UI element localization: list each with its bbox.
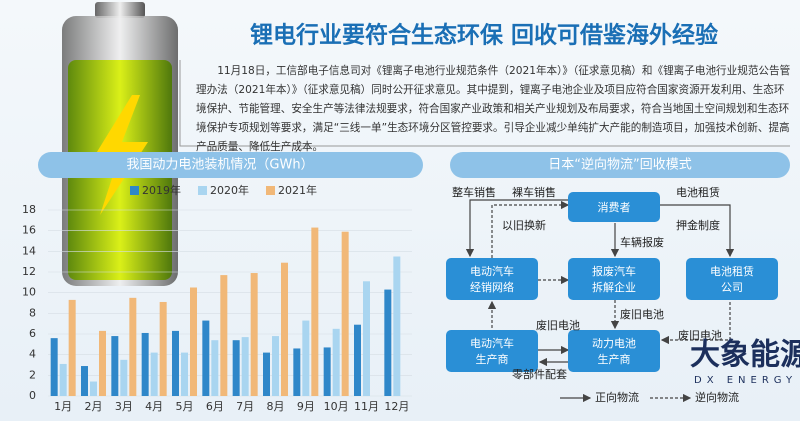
x-tick-label: 3月	[115, 400, 133, 413]
y-tick-label: 4	[29, 348, 36, 361]
bar	[129, 297, 137, 396]
bar	[363, 281, 370, 396]
edge-label: 裸车销售	[512, 185, 556, 199]
bar	[111, 336, 119, 396]
y-tick-label: 12	[22, 265, 36, 278]
y-tick-label: 14	[22, 244, 36, 257]
bar	[172, 330, 179, 396]
x-tick-label: 9月	[297, 400, 315, 413]
legend-label: 2019年	[142, 183, 181, 197]
x-tick-label: 7月	[236, 400, 254, 413]
node-label: 生产商	[476, 352, 509, 366]
node-label: 消费者	[598, 200, 631, 214]
node-label: 电动汽车	[470, 336, 514, 350]
x-tick-label: 4月	[145, 400, 163, 413]
bar	[281, 262, 288, 396]
chart-title: 我国动力电池装机情况（GWh）	[126, 158, 313, 173]
bar	[250, 273, 258, 396]
legend-swatch	[266, 186, 275, 195]
edge-label: 零部件配套	[512, 367, 567, 381]
x-tick-label: 1月	[54, 400, 72, 413]
node-label: 电池租赁	[710, 264, 754, 278]
y-tick-label: 0	[29, 389, 36, 402]
x-tick-label: 11月	[354, 400, 379, 413]
bar	[263, 352, 270, 396]
bar	[393, 256, 401, 396]
bar	[120, 359, 128, 396]
bar	[190, 287, 197, 396]
edge-label: 废旧电池	[536, 318, 580, 332]
edge-label: 押金制度	[676, 218, 720, 232]
node-label: 动力电池	[592, 337, 636, 350]
edge-label: 整车销售	[452, 185, 496, 199]
legend-swatch	[198, 186, 207, 195]
legend-label: 2020年	[210, 183, 249, 197]
bar	[202, 320, 210, 396]
bar	[354, 324, 361, 396]
node-label: 拆解企业	[592, 280, 636, 294]
bar	[50, 338, 58, 396]
bar	[323, 347, 331, 396]
header: 锂电行业要符合生态环保 回收可借鉴海外经验	[250, 22, 718, 49]
bar	[384, 289, 392, 396]
y-tick-label: 2	[29, 368, 36, 381]
y-tick-label: 18	[22, 203, 36, 216]
diagram-title: 日本“逆向物流”回收模式	[548, 157, 691, 173]
bar	[150, 352, 158, 396]
y-tick-label: 10	[22, 286, 36, 299]
logo-name: 大象能源	[690, 338, 800, 373]
edge-label: 以旧换新	[502, 218, 546, 232]
bar	[220, 275, 228, 396]
edge-label: 废旧电池	[678, 328, 722, 342]
bar	[99, 330, 106, 396]
bar	[159, 301, 167, 396]
bar	[232, 340, 240, 396]
bar	[311, 227, 319, 396]
bar	[59, 363, 67, 396]
bar	[302, 320, 310, 396]
bar	[81, 366, 88, 396]
node-label: 电动汽车	[470, 264, 514, 278]
legend-label: 逆向物流	[695, 390, 739, 404]
page-title: 锂电行业要符合生态环保 回收可借鉴海外经验	[250, 22, 718, 49]
bar	[211, 340, 219, 396]
legend-label: 正向物流	[595, 390, 639, 404]
edge-label: 电池租赁	[676, 185, 720, 199]
diagram: 日本“逆向物流”回收模式 消费者 电动汽车 经销网络 报废汽车 拆解企业 电池租…	[446, 152, 800, 404]
node-label: 生产商	[598, 352, 631, 366]
node-label: 经销网络	[470, 280, 514, 294]
x-tick-label: 12月	[384, 400, 409, 413]
edge-label: 废旧电池	[620, 307, 664, 321]
bar	[141, 332, 149, 396]
bar	[68, 299, 76, 396]
x-tick-label: 8月	[267, 400, 285, 413]
edge-label: 车辆报废	[620, 235, 664, 249]
bar	[241, 337, 249, 396]
bar	[341, 231, 349, 396]
bar	[293, 348, 301, 396]
y-tick-label: 6	[29, 327, 36, 340]
x-tick-label: 2月	[85, 400, 103, 413]
bar	[272, 336, 279, 396]
x-tick-label: 5月	[176, 400, 194, 413]
y-tick-label: 16	[22, 224, 36, 237]
article-body: 11月18日，工信部电子信息司对《锂离子电池行业规范条件（2021年本）》（征求…	[196, 65, 791, 153]
logo-subtitle: DX ENERGY	[694, 375, 797, 386]
node-label: 公司	[721, 281, 743, 294]
node-label: 报废汽车	[592, 264, 636, 278]
x-tick-label: 6月	[206, 400, 224, 413]
legend-label: 2021年	[278, 183, 317, 197]
x-tick-label: 10月	[324, 400, 349, 413]
legend-swatch	[130, 186, 139, 195]
bar-chart: 我国动力电池装机情况（GWh） 0 2 4 6 8 10 12 14 16 18 2019年 2020…	[22, 152, 423, 413]
bar	[332, 328, 340, 396]
bar	[181, 352, 188, 396]
bar	[90, 381, 97, 396]
y-tick-label: 8	[29, 306, 36, 319]
